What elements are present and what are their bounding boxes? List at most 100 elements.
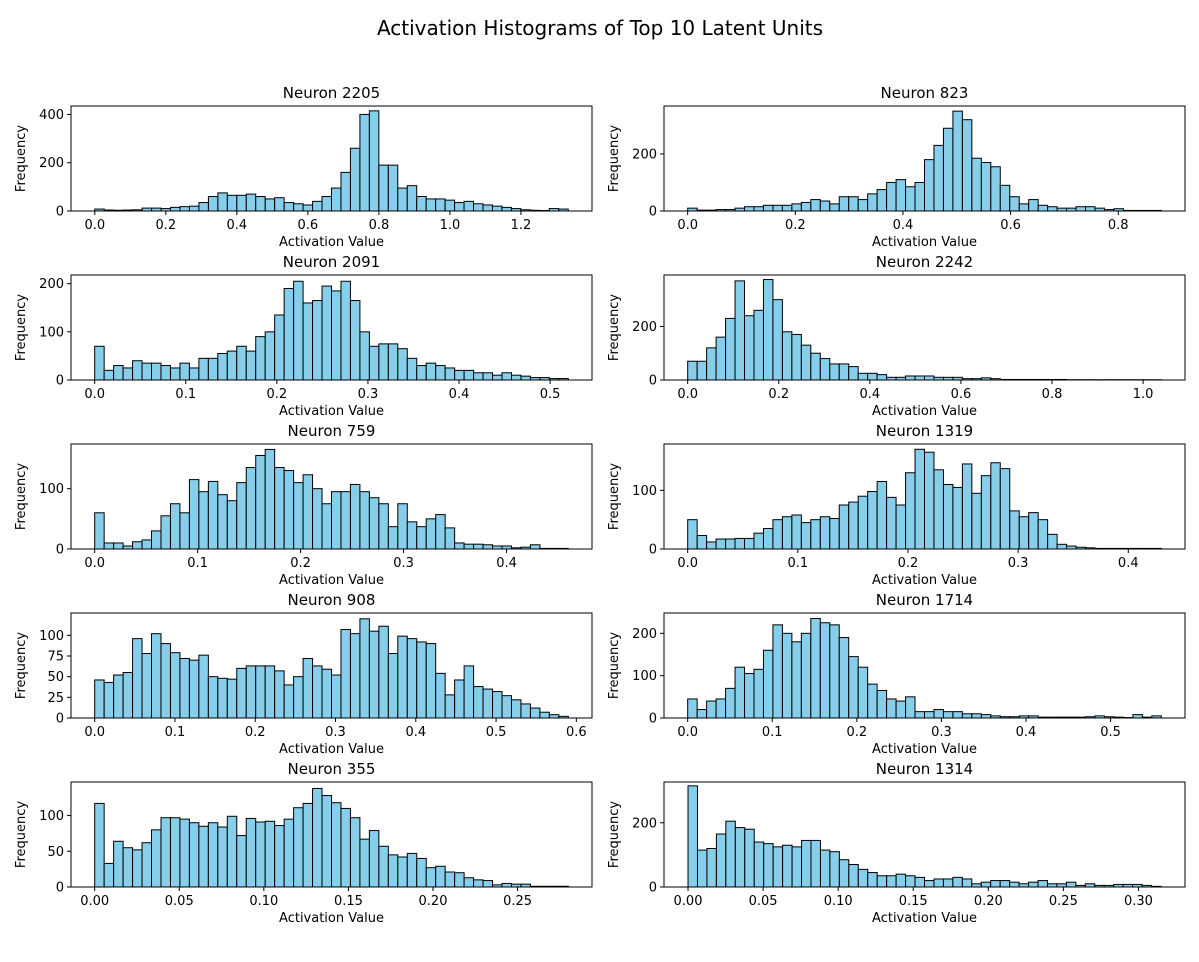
x-axis-label: Activation Value: [872, 573, 977, 588]
histogram-bar: [980, 881, 992, 888]
x-tick-label: 0.0: [84, 725, 105, 740]
histogram-bar: [397, 856, 408, 888]
x-tick-label: 0.5: [540, 387, 561, 402]
x-axis-label: Activation Value: [279, 742, 384, 757]
histogram-bar: [999, 184, 1011, 212]
histogram-bar: [359, 491, 370, 550]
histogram-bar: [905, 472, 916, 550]
histogram-bar: [378, 164, 389, 212]
histogram-bar: [179, 362, 190, 381]
axes-frame: [663, 105, 1186, 212]
x-tick-label: 0.20: [419, 894, 448, 909]
x-tick-label: 0.05: [749, 894, 778, 909]
histogram-bar: [359, 838, 370, 888]
y-axis-label: Frequency: [607, 632, 622, 699]
histogram-bar: [236, 482, 247, 550]
histogram-panel: 0.0 0.2 0.4 0.6 0.8 0 200 Neuron 823 Activation …: [607, 84, 1186, 250]
histogram-bar: [819, 516, 831, 550]
histogram-bar: [416, 365, 427, 381]
histogram-bar: [895, 700, 907, 719]
histogram-bar: [463, 665, 475, 719]
x-tick-label: 0.4: [1016, 725, 1037, 740]
histogram-bar: [715, 833, 727, 888]
histogram-bar: [198, 825, 209, 888]
histogram-bar: [1009, 881, 1020, 888]
x-tick-label: 0.6: [1000, 218, 1021, 233]
y-axis-label: Frequency: [607, 125, 622, 192]
y-axis-label: Frequency: [607, 463, 622, 530]
histogram-bar: [763, 843, 774, 888]
histogram-bar: [113, 674, 124, 719]
x-tick-label: 0.00: [80, 894, 109, 909]
x-tick-label: 0.1: [165, 725, 186, 740]
histogram-bar: [302, 302, 314, 381]
subplot-title: Neuron 823: [881, 84, 969, 102]
histogram-bar: [819, 622, 831, 719]
histogram-bar: [103, 369, 115, 381]
histogram-bar: [473, 372, 484, 381]
histogram-bar: [170, 206, 181, 212]
histogram-bar: [141, 362, 153, 381]
histogram-bar: [387, 164, 399, 212]
histogram-bar: [454, 542, 465, 550]
histogram-bar: [895, 179, 907, 212]
histogram-bar: [217, 494, 228, 550]
histogram-bar: [848, 196, 859, 212]
histogram-bar: [321, 668, 333, 719]
y-tick-label: 50: [47, 845, 64, 860]
histogram-bar: [482, 688, 494, 719]
histogram-bar: [715, 698, 727, 719]
subplot-title: Neuron 2205: [283, 84, 380, 102]
y-axis-label: Frequency: [14, 294, 29, 361]
histogram-bar: [236, 345, 247, 381]
y-tick-label: 0: [56, 881, 64, 896]
histogram-bar: [349, 147, 361, 212]
histogram-bar: [103, 862, 115, 888]
x-tick-label: 0.6: [566, 725, 587, 740]
histogram-bar: [444, 527, 456, 550]
histogram-panel: 0.0 0.1 0.2 0.3 0.4 0.5 0.6 0 25 50 75 100 Neuron 90…: [14, 591, 593, 757]
histogram-bar: [397, 348, 408, 381]
histogram-bar: [971, 713, 982, 719]
histogram-bar: [198, 491, 209, 550]
histogram-bar: [1085, 206, 1096, 212]
histogram-bar: [753, 206, 764, 212]
histogram-bar: [435, 514, 446, 550]
histogram-bar: [762, 649, 774, 719]
x-tick-label: 0.0: [677, 556, 698, 571]
y-tick-label: 100: [39, 325, 64, 340]
histogram-bar: [1018, 516, 1030, 550]
histogram-bar: [961, 713, 973, 719]
histogram-bar: [952, 876, 963, 888]
histogram-bar: [340, 171, 351, 212]
histogram-bar: [169, 652, 181, 719]
figure-title: Activation Histograms of Top 10 Latent U…: [377, 16, 823, 40]
histogram-bar: [179, 818, 190, 888]
histogram-bar: [791, 846, 803, 888]
histogram-bar: [706, 347, 717, 381]
histogram-bar: [838, 504, 850, 550]
x-tick-label: 0.2: [290, 556, 311, 571]
histogram-bar: [331, 491, 342, 550]
histogram-bar: [990, 880, 1001, 888]
histogram-bar: [293, 280, 304, 381]
subplot-title: Neuron 759: [288, 422, 376, 440]
histogram-bar: [454, 369, 465, 381]
histogram-bar: [274, 670, 285, 719]
histogram-bar: [331, 290, 342, 381]
histogram-bar: [867, 193, 878, 212]
y-tick-label: 0: [56, 543, 64, 558]
histogram-bar: [971, 492, 982, 550]
histogram-bar: [293, 676, 304, 719]
histogram-bar: [331, 187, 342, 212]
x-tick-label: 0.0: [84, 218, 105, 233]
histogram-bar: [857, 199, 869, 212]
x-tick-label: 0.10: [249, 894, 278, 909]
histogram-bar: [999, 468, 1011, 550]
histogram-bar: [387, 526, 399, 550]
histogram-bar: [103, 542, 115, 550]
histogram-bar: [444, 199, 456, 212]
histogram-bar: [914, 711, 926, 719]
x-tick-label: 0.3: [1008, 556, 1029, 571]
histogram-bar: [501, 372, 512, 381]
